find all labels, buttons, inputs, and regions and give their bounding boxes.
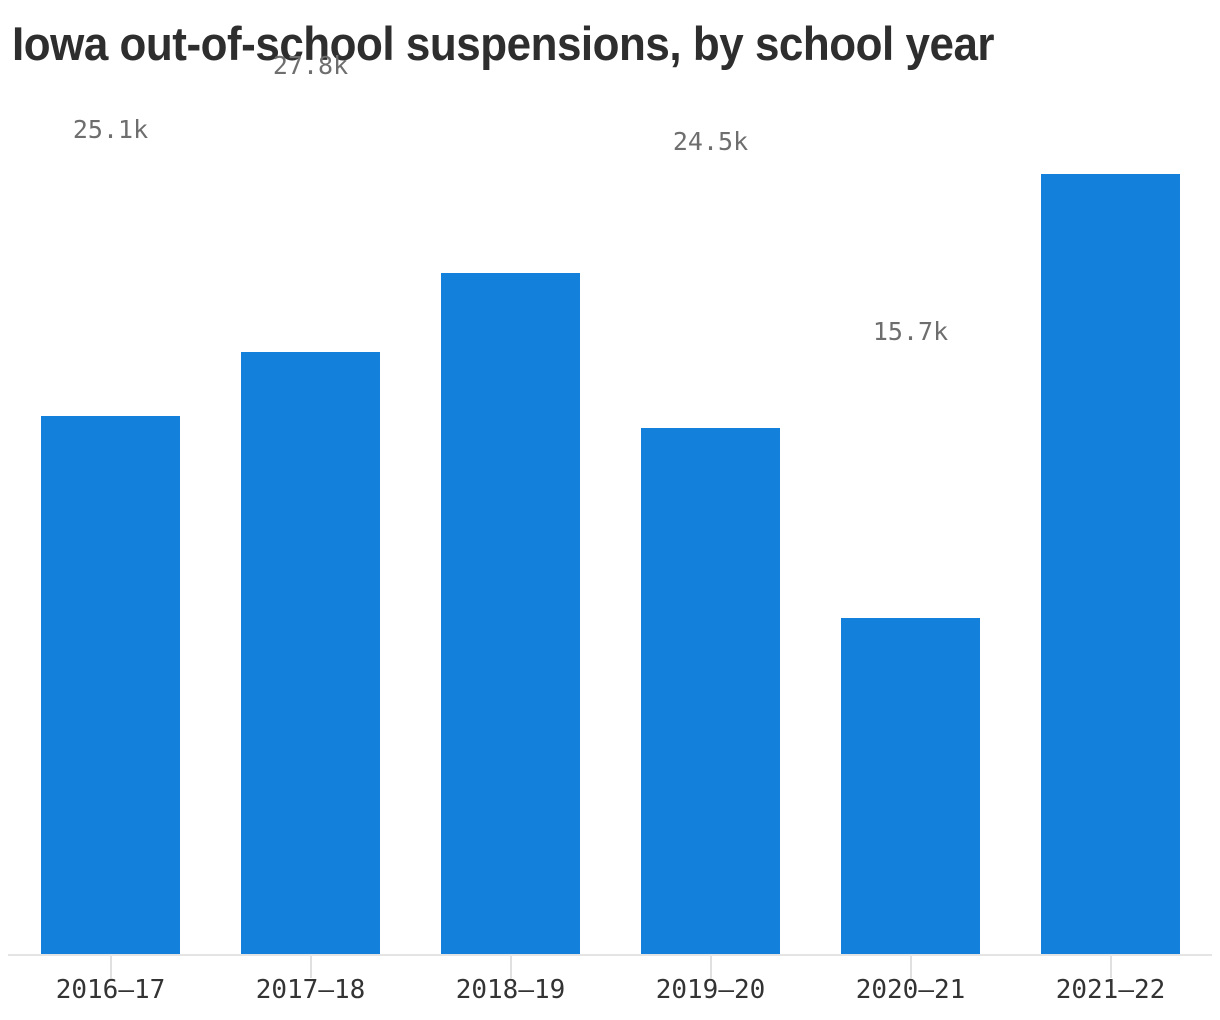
bar-value-label: 24.5k [672, 127, 749, 156]
bar[interactable] [241, 352, 380, 954]
bar[interactable] [41, 416, 180, 954]
x-axis-label: 2018–19 [455, 975, 566, 1005]
bar[interactable] [641, 428, 780, 954]
x-axis-tick [710, 956, 712, 978]
x-axis-label: 2016–17 [55, 975, 166, 1005]
bar-value-label: 25.1k [72, 115, 149, 144]
x-axis-tick [910, 956, 912, 978]
bar[interactable] [1041, 174, 1180, 954]
x-axis-tick [1110, 956, 1112, 978]
chart-title: Iowa out-of-school suspensions, by schoo… [12, 17, 995, 70]
bar-value-label: 31.6k [411, 0, 610, 1]
x-axis-tick [510, 956, 512, 978]
bar-value-label: 27.8k [272, 51, 349, 80]
x-axis-label: 2020–21 [855, 975, 966, 1005]
x-axis-label: 2017–18 [255, 975, 366, 1005]
x-axis-label: 2019–20 [655, 975, 766, 1005]
x-axis-tick [110, 956, 112, 978]
bar-value-label: 15.7k [872, 317, 949, 346]
x-axis-tick [310, 956, 312, 978]
bar[interactable] [841, 618, 980, 954]
bar[interactable] [441, 273, 580, 954]
x-axis-line [8, 954, 1212, 956]
x-axis-label: 2021–22 [1055, 975, 1166, 1005]
